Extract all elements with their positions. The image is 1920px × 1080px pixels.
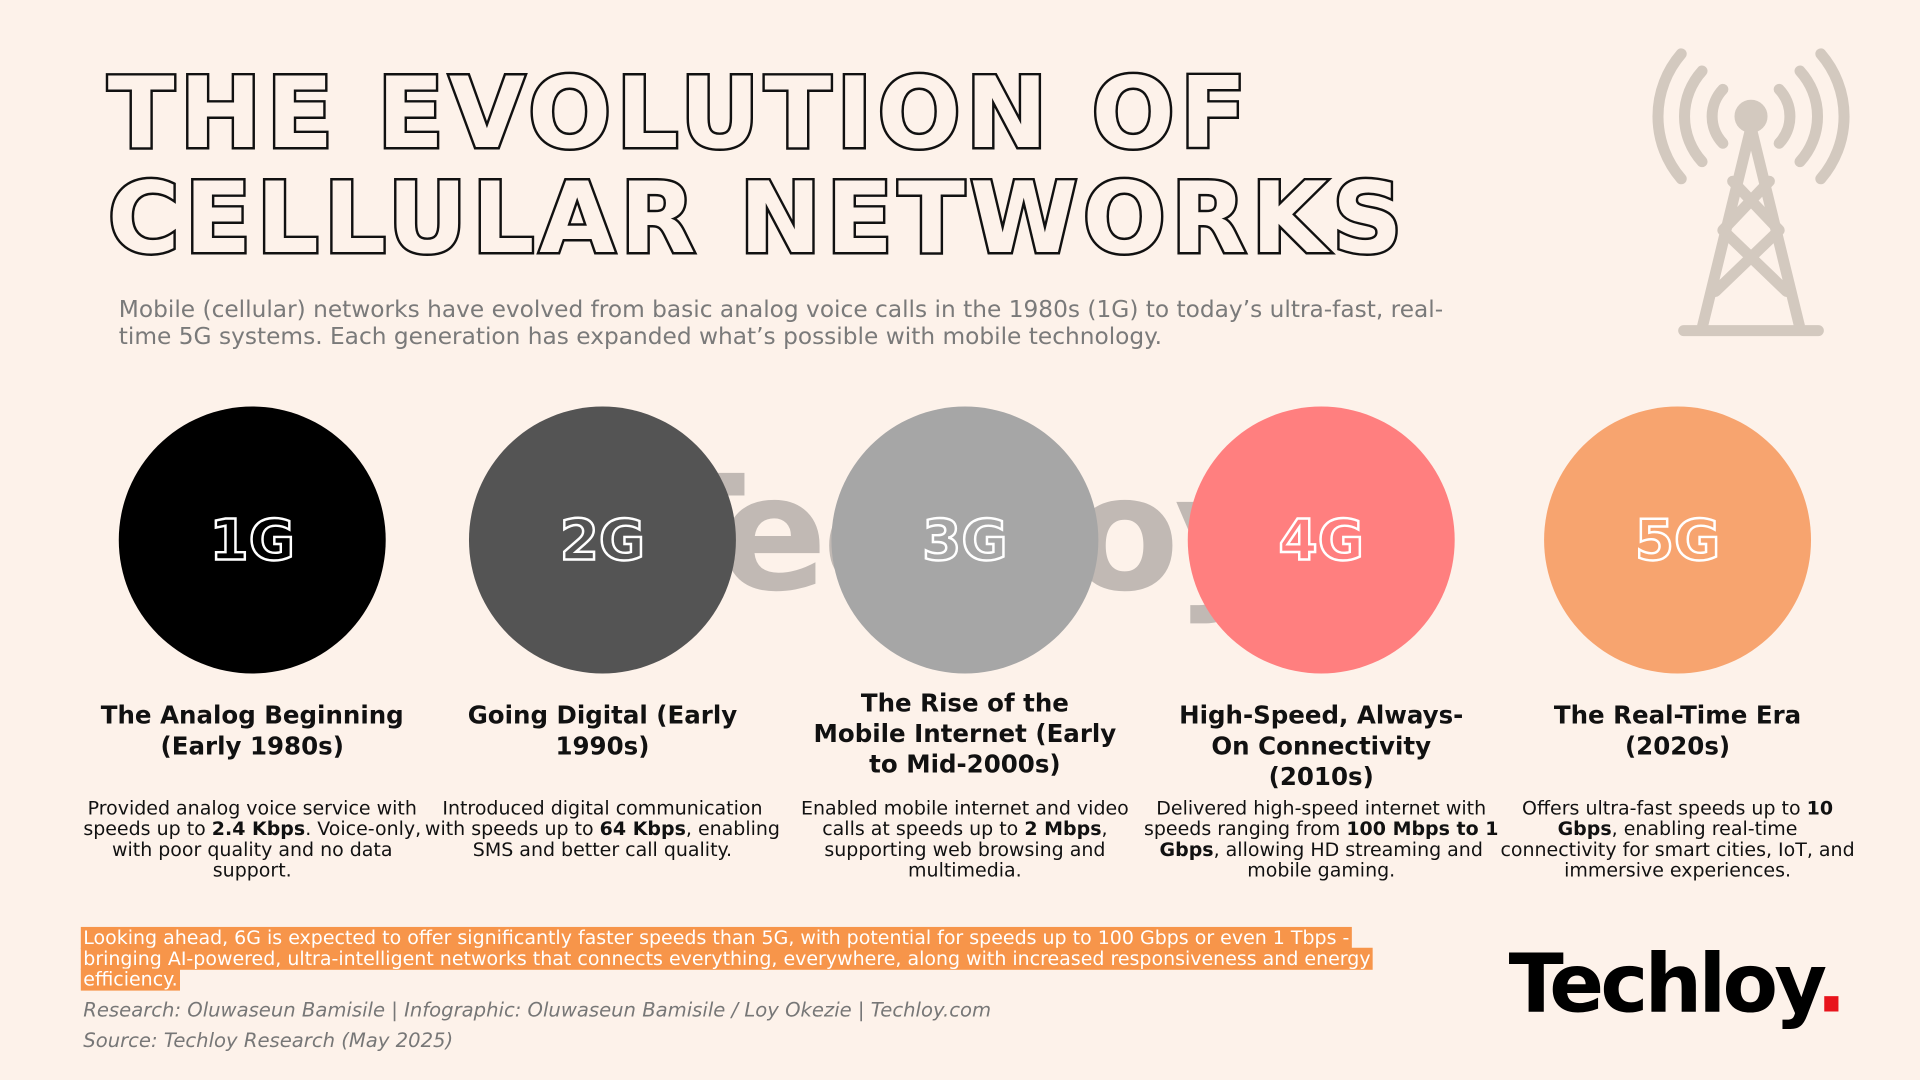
generation-label: 1G <box>208 506 296 575</box>
desc-text: , enabling SMS and better call quality. <box>472 817 780 861</box>
desc-speed: 10 Gbps <box>1557 797 1834 841</box>
logo-dot: . <box>1815 936 1847 1032</box>
desc-text: Enabled mobile internet and video calls … <box>800 797 1129 841</box>
desc-text: . Voice-only, with poor quality and no d… <box>111 817 422 882</box>
generation-3g: 3G The Rise of the Mobile Internet (Earl… <box>787 406 1142 881</box>
desc-speed: 2 Mbps <box>1024 817 1102 841</box>
subtitle: Mobile (cellular) networks have evolved … <box>118 296 1444 351</box>
desc-speed: 64 Kbps <box>599 817 686 841</box>
desc-text: Provided analog voice service with speed… <box>83 797 417 841</box>
generation-label: 4G <box>1277 506 1365 575</box>
generation-label: 3G <box>921 506 1009 575</box>
techloy-logo: Techloy. <box>1508 936 1847 1032</box>
desc-speed: 2.4 Kbps <box>211 817 306 841</box>
desc-text: Introduced digital communication with sp… <box>424 797 763 841</box>
cell-tower-icon <box>1652 48 1850 337</box>
generation-description: Enabled mobile internet and video calls … <box>787 798 1142 881</box>
generation-1g: 1G The Analog Beginning (Early 1980s) Pr… <box>75 406 430 881</box>
generation-label: 2G <box>559 506 647 575</box>
source: Source: Techloy Research (May 2025) <box>83 1028 454 1052</box>
outlook-note: Looking ahead, 6G is expected to offer s… <box>80 926 1403 991</box>
generation-label: 5G <box>1634 506 1722 575</box>
desc-text: Delivered high-speed internet with speed… <box>1143 797 1487 841</box>
outlook-text: Looking ahead, 6G is expected to offer s… <box>80 926 1374 991</box>
generation-5g: 5G The Real-Time Era (2020s) Offers ultr… <box>1500 406 1855 881</box>
generation-circle: 2G <box>468 406 736 674</box>
desc-speed: 100 Mbps to 1 Gbps <box>1159 817 1499 861</box>
generation-circle: 5G <box>1544 406 1812 674</box>
desc-text: , supporting web browsing and multimedia… <box>824 817 1108 882</box>
generation-circle: 4G <box>1187 406 1455 674</box>
generation-description: Delivered high-speed internet with speed… <box>1144 798 1499 881</box>
generation-description: Provided analog voice service with speed… <box>75 798 430 881</box>
generation-2g: 2G Going Digital (Early 1990s) Introduce… <box>425 406 780 860</box>
generation-heading: High-Speed, Always-On Connectivity (2010… <box>1179 700 1464 792</box>
desc-text: , allowing HD streaming and mobile gamin… <box>1213 838 1483 882</box>
generation-4g: 4G High-Speed, Always-On Connectivity (2… <box>1144 406 1499 881</box>
generation-description: Introduced digital communication with sp… <box>425 798 780 860</box>
credits: Research: Oluwaseun Bamisile | Infograph… <box>83 997 992 1022</box>
desc-text: Offers ultra-fast speeds up to <box>1522 797 1807 820</box>
generation-description: Offers ultra-fast speeds up to 10 Gbps, … <box>1500 798 1855 881</box>
generation-heading: The Real-Time Era (2020s) <box>1553 700 1802 761</box>
generation-heading: Going Digital (Early 1990s) <box>467 700 738 761</box>
generation-heading: The Analog Beginning (Early 1980s) <box>100 700 404 761</box>
title-line-2: CELLULAR NETWORKS <box>105 161 1408 276</box>
logo-text: Techloy <box>1508 936 1820 1032</box>
generation-heading: The Rise of the Mobile Internet (Early t… <box>813 688 1117 779</box>
title: THE EVOLUTION OF CELLULAR NETWORKS <box>105 58 1408 274</box>
desc-text: , enabling real-time connectivity for sm… <box>1500 817 1855 882</box>
title-line-1: THE EVOLUTION OF <box>105 56 1252 171</box>
generation-circle: 3G <box>831 406 1099 674</box>
generation-circle: 1G <box>118 406 386 674</box>
